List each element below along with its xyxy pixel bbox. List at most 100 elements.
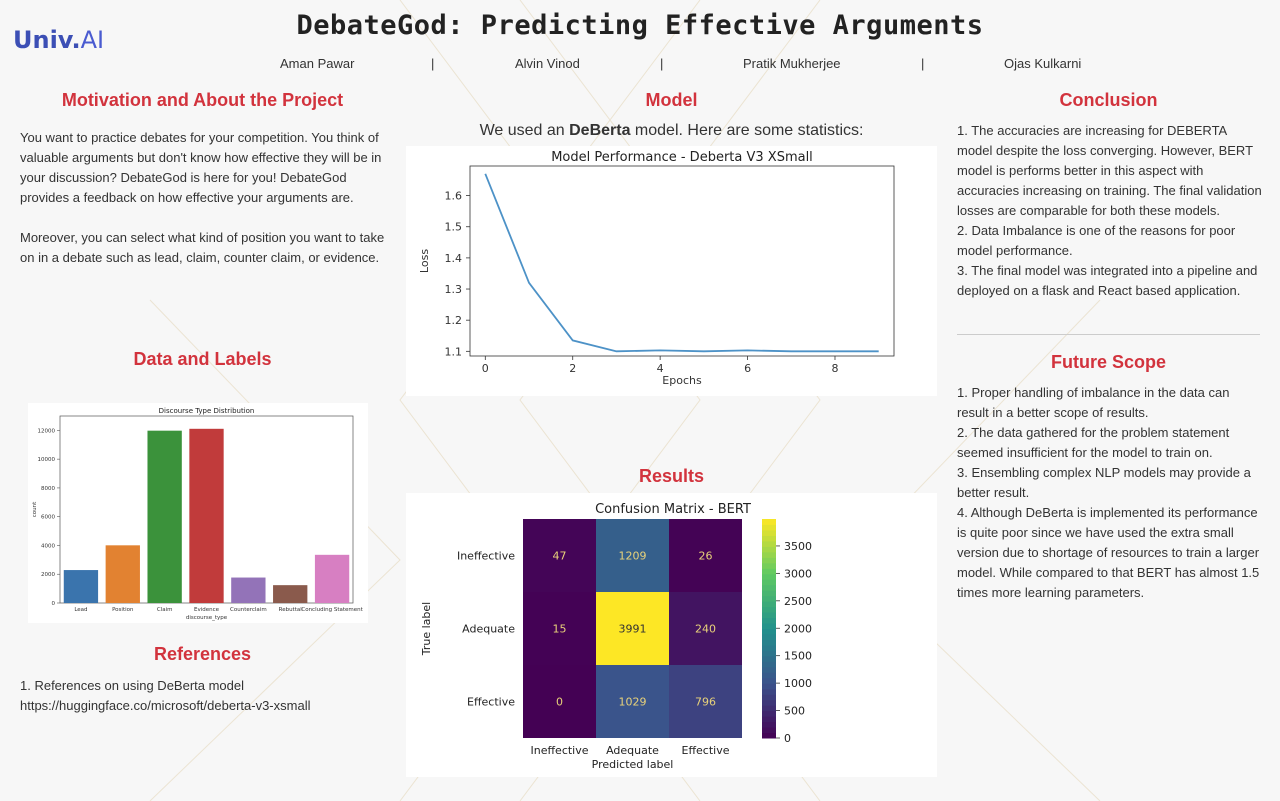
chart-title: Discourse Type Distribution — [159, 407, 255, 415]
author-name: Pratik Mukherjee — [743, 56, 841, 71]
loss-line-chart: Model Performance - Deberta V3 XSmall 1.1… — [406, 146, 937, 396]
y-tick-label: 2000 — [41, 572, 55, 578]
colorbar-segment — [762, 721, 776, 728]
data-labels-heading: Data and Labels — [133, 349, 272, 369]
x-tick-label: 2 — [569, 362, 576, 375]
matrix-cell — [523, 665, 596, 738]
colorbar-segment — [762, 595, 776, 602]
colorbar-segment — [762, 655, 776, 662]
colorbar-segment — [762, 628, 776, 635]
author-name: Aman Pawar — [280, 56, 355, 71]
colorbar-segment — [762, 699, 776, 706]
chart-title: Confusion Matrix - BERT — [595, 502, 751, 517]
colorbar-segment — [762, 617, 776, 624]
cell-value: 0 — [556, 696, 563, 709]
colorbar-tick-label: 0 — [784, 732, 791, 745]
colorbar-tick-label: 1000 — [784, 677, 812, 690]
model-heading: Model — [645, 90, 698, 110]
colorbar-segment — [762, 529, 776, 536]
colorbar-segment — [762, 612, 776, 619]
x-tick-label: Claim — [157, 607, 173, 613]
section-divider — [957, 334, 1260, 335]
colorbar-segment — [762, 519, 776, 525]
matrix-cell — [669, 519, 742, 592]
x-axis-label: Epochs — [662, 374, 702, 387]
x-tick-label: Rebuttal — [279, 607, 303, 613]
colorbar-segment — [762, 562, 776, 569]
colorbar-segment — [762, 688, 776, 695]
colorbar-segment — [762, 579, 776, 586]
colorbar-tick-label: 2000 — [784, 622, 812, 635]
colorbar-segment — [762, 666, 776, 673]
bar — [231, 577, 266, 603]
x-tick-label: Concluding Statement — [301, 607, 363, 613]
bar — [147, 430, 182, 603]
bar — [105, 545, 140, 603]
reference-link[interactable]: https://huggingface.co/microsoft/deberta… — [20, 698, 311, 713]
references-heading: References — [153, 644, 252, 664]
colorbar-segment — [762, 710, 776, 717]
y-axis-label: count — [32, 501, 38, 517]
cell-value: 796 — [695, 696, 716, 709]
colorbar-tick-label: 500 — [784, 705, 805, 718]
y-tick-label: 4000 — [41, 543, 55, 549]
x-tick-label: Counterclaim — [230, 607, 267, 613]
y-tick-label: 1.4 — [445, 252, 463, 265]
col-label: Adequate — [606, 744, 659, 757]
motivation-heading: Motivation and About the Project — [61, 90, 344, 110]
colorbar-segment — [762, 683, 776, 690]
discourse-bar-chart: Discourse Type Distribution 0 2000 4000 6000… — [28, 403, 368, 623]
bar — [189, 428, 224, 603]
cell-value: 1029 — [619, 696, 647, 709]
cell-value: 3991 — [619, 623, 647, 636]
model-intro: We used an DeBerta model. Here are some … — [479, 122, 864, 139]
row-label: Effective — [467, 696, 515, 709]
bar-chart-svg: Discourse Type Distribution 0 2000 4000 6000… — [32, 407, 364, 621]
matrix-cell — [596, 665, 669, 738]
row-label: Ineffective — [457, 550, 515, 563]
matrix-cell — [596, 519, 669, 592]
author-name: Ojas Kulkarni — [1004, 56, 1082, 71]
colorbar-segment — [762, 661, 776, 668]
colorbar-segment — [762, 639, 776, 646]
colorbar-segment — [762, 650, 776, 657]
y-tick-label: 1.2 — [445, 314, 463, 327]
colorbar-segment — [762, 535, 776, 542]
author-separator: | — [660, 56, 664, 71]
y-tick-label: 8000 — [41, 486, 55, 492]
cell-value: 26 — [699, 550, 713, 563]
colorbar-tick-label: 1500 — [784, 650, 812, 663]
confusion-matrix-svg: Confusion Matrix - BERT 47 1209 26 15 3991 240… — [420, 502, 812, 771]
col-label: Ineffective — [530, 744, 588, 757]
cell-value: 1209 — [619, 550, 647, 563]
y-axis-label: Loss — [418, 249, 431, 273]
x-tick-label: 8 — [831, 362, 838, 375]
y-tick-label: 1.6 — [445, 190, 463, 203]
colorbar-tick-label: 3500 — [784, 540, 812, 553]
y-tick-label: 1.3 — [445, 283, 463, 296]
confusion-matrix-chart: Confusion Matrix - BERT 47 1209 26 15 3991 240… — [406, 493, 937, 777]
colorbar-segment — [762, 677, 776, 684]
row-label: Adequate — [462, 623, 515, 636]
colorbar-segment — [762, 732, 776, 739]
conclusion-heading: Conclusion — [1059, 90, 1158, 110]
colorbar-segment — [762, 584, 776, 591]
x-tick-label: Evidence — [194, 607, 220, 613]
references-text: 1. References on using DeBerta model htt… — [20, 676, 400, 716]
y-tick-label: 0 — [52, 601, 56, 607]
cell-value: 15 — [553, 623, 567, 636]
colorbar-segment — [762, 573, 776, 580]
x-tick-label: 4 — [657, 362, 664, 375]
x-axis-label: discourse_type — [186, 615, 228, 621]
colorbar-tick-label: 3000 — [784, 567, 812, 580]
y-tick-label: 12000 — [38, 428, 56, 434]
motivation-paragraph: You want to practice debates for your co… — [20, 130, 382, 205]
colorbar-segment — [762, 623, 776, 629]
y-axis-label: True label — [420, 602, 433, 656]
y-tick-label: 6000 — [41, 515, 55, 521]
results-heading: Results — [638, 466, 705, 486]
colorbar-tick-label: 2500 — [784, 595, 812, 608]
colorbar-segment — [762, 590, 776, 597]
colorbar-segment — [762, 557, 776, 564]
col-label: Effective — [682, 744, 730, 757]
